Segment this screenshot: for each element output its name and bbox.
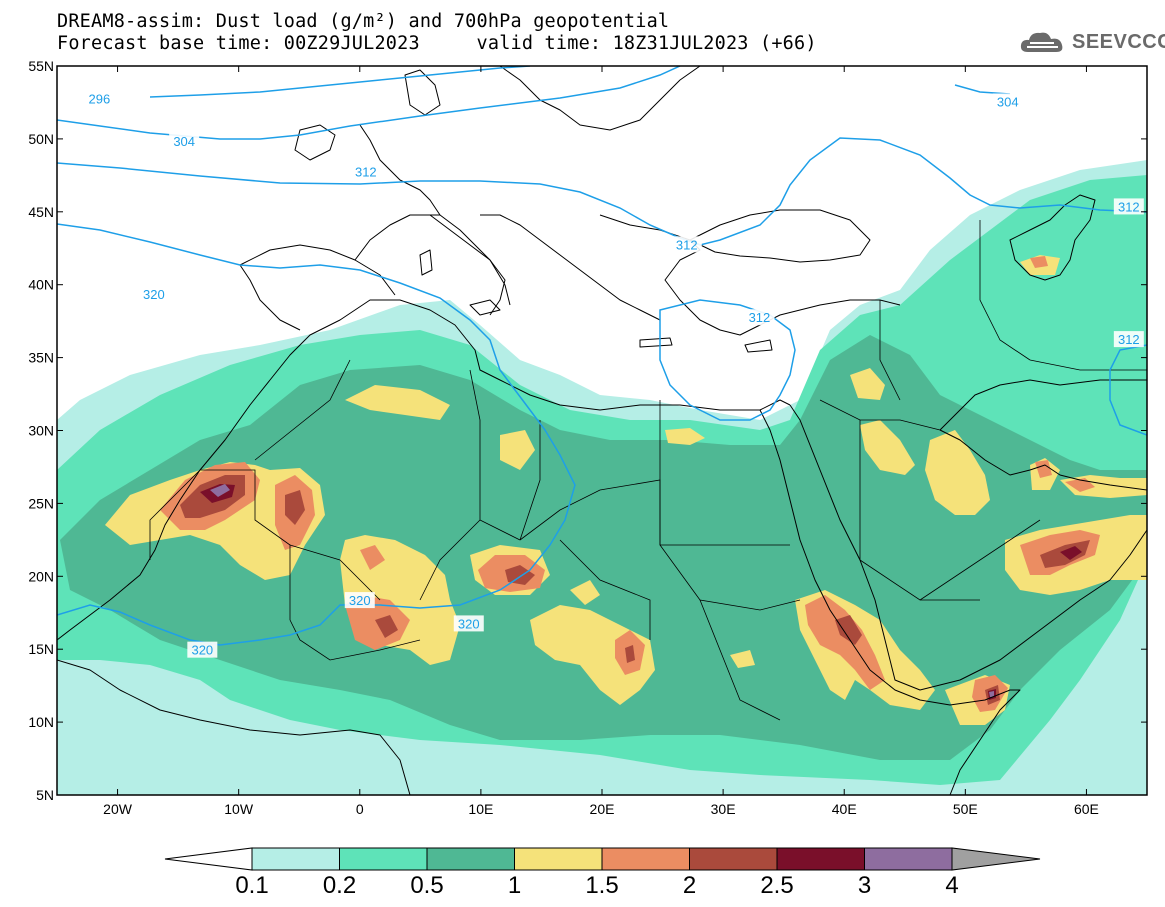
base-time-label: Forecast base time: 00Z29JUL2023 [57, 33, 420, 54]
lat-tick-label: 20N [28, 568, 54, 584]
colorbar-swatch [601, 847, 690, 871]
contour-label: 312 [1113, 198, 1144, 215]
svg-text:320: 320 [349, 593, 371, 608]
contour-label: 320 [344, 592, 375, 609]
svg-text:320: 320 [458, 616, 480, 631]
latitude-axis: 55N 50N 45N 40N 35N 30N 25N 20N 15N 10N 5N [28, 58, 1147, 803]
svg-text:320: 320 [191, 643, 213, 658]
contour-label: 304 [992, 93, 1023, 110]
contour-label: 312 [1113, 331, 1144, 348]
dust-field [57, 160, 1147, 795]
geopotential-contours [57, 66, 1147, 646]
colorbar-swatch [339, 847, 428, 871]
contour-label: 312 [350, 163, 381, 180]
cloud-logo-icon [1020, 32, 1063, 52]
colorbar-swatch [514, 847, 603, 871]
colorbar-label: 2.5 [760, 872, 793, 899]
colorbar-swatch [776, 847, 865, 871]
map-plot-area: 296 304 304 312 312 312 312 312 320 320 320 320 [57, 66, 1147, 795]
lon-tick-label: 0 [356, 801, 364, 817]
lat-tick-label: 10N [28, 714, 54, 730]
lon-tick-label: 40E [832, 801, 857, 817]
colorbar-label: 0.2 [323, 872, 356, 899]
country-borders [149, 220, 1147, 721]
seevccc-logo: SEEVCCC [1018, 28, 1165, 56]
contour-label: 296 [84, 90, 115, 107]
lon-tick-label: 20W [103, 801, 133, 817]
colorbar-label: 3 [858, 872, 871, 899]
colorbar-label: 4 [945, 872, 958, 899]
lon-tick-label: 20E [590, 801, 615, 817]
svg-text:312: 312 [676, 237, 698, 252]
colorbar-max-arrow [951, 847, 1041, 871]
lat-tick-label: 50N [28, 131, 54, 147]
lon-tick-label: 10E [468, 801, 493, 817]
svg-text:312: 312 [749, 310, 771, 325]
contour-label: 320 [138, 285, 169, 302]
valid-time-label: valid time: 18Z31JUL2023 (+66) [476, 33, 817, 54]
lat-tick-label: 45N [28, 204, 54, 220]
lon-tick-label: 30E [711, 801, 736, 817]
colorbar-swatch [426, 847, 515, 871]
lat-tick-label: 40N [28, 277, 54, 293]
colorbar-swatch [689, 847, 778, 871]
svg-text:320: 320 [143, 287, 165, 302]
svg-text:296: 296 [89, 92, 111, 107]
colorbar-min-arrow [164, 847, 253, 871]
svg-text:312: 312 [1118, 199, 1140, 214]
logo-text: SEEVCCC [1072, 30, 1165, 53]
lat-tick-label: 35N [28, 350, 54, 366]
svg-text:304: 304 [997, 94, 1019, 109]
contour-label: 312 [744, 309, 775, 326]
lon-tick-label: 60E [1074, 801, 1099, 817]
map-title: DREAM8-assim: Dust load (g/m²) and 700hP… [57, 11, 670, 32]
lon-tick-label: 50E [953, 801, 978, 817]
svg-text:312: 312 [1118, 332, 1140, 347]
colorbar-label: 0.5 [410, 872, 443, 899]
lat-tick-label: 55N [28, 58, 54, 74]
svg-text:312: 312 [355, 164, 377, 179]
contour-label: 320 [187, 641, 218, 658]
colorbar: 0.1 0.2 0.5 1 1.5 2 2.5 3 4 [164, 847, 1041, 899]
lat-tick-label: 25N [28, 495, 54, 511]
svg-text:304: 304 [173, 134, 195, 149]
colorbar-label: 0.1 [235, 872, 268, 899]
colorbar-swatch [251, 847, 340, 871]
contour-label: 320 [453, 615, 484, 632]
colorbar-swatch [864, 847, 953, 871]
colorbar-label: 1 [508, 872, 521, 899]
contour-label: 304 [169, 132, 200, 149]
longitude-axis: 20W 10W 0 10E 20E 30E 40E 50E 60E [103, 66, 1099, 817]
map-subtitle: Forecast base time: 00Z29JUL2023 valid t… [57, 33, 817, 54]
lat-tick-label: 5N [36, 787, 54, 803]
colorbar-label: 1.5 [585, 872, 618, 899]
lat-tick-label: 15N [28, 641, 54, 657]
lon-tick-label: 10W [224, 801, 254, 817]
contour-labels: 296 304 304 312 312 312 312 312 320 320 320 320 [84, 90, 1144, 658]
dust-band-4 [210, 484, 994, 697]
lat-tick-label: 30N [28, 423, 54, 439]
contour-label: 312 [671, 236, 702, 253]
colorbar-label: 2 [683, 872, 696, 899]
